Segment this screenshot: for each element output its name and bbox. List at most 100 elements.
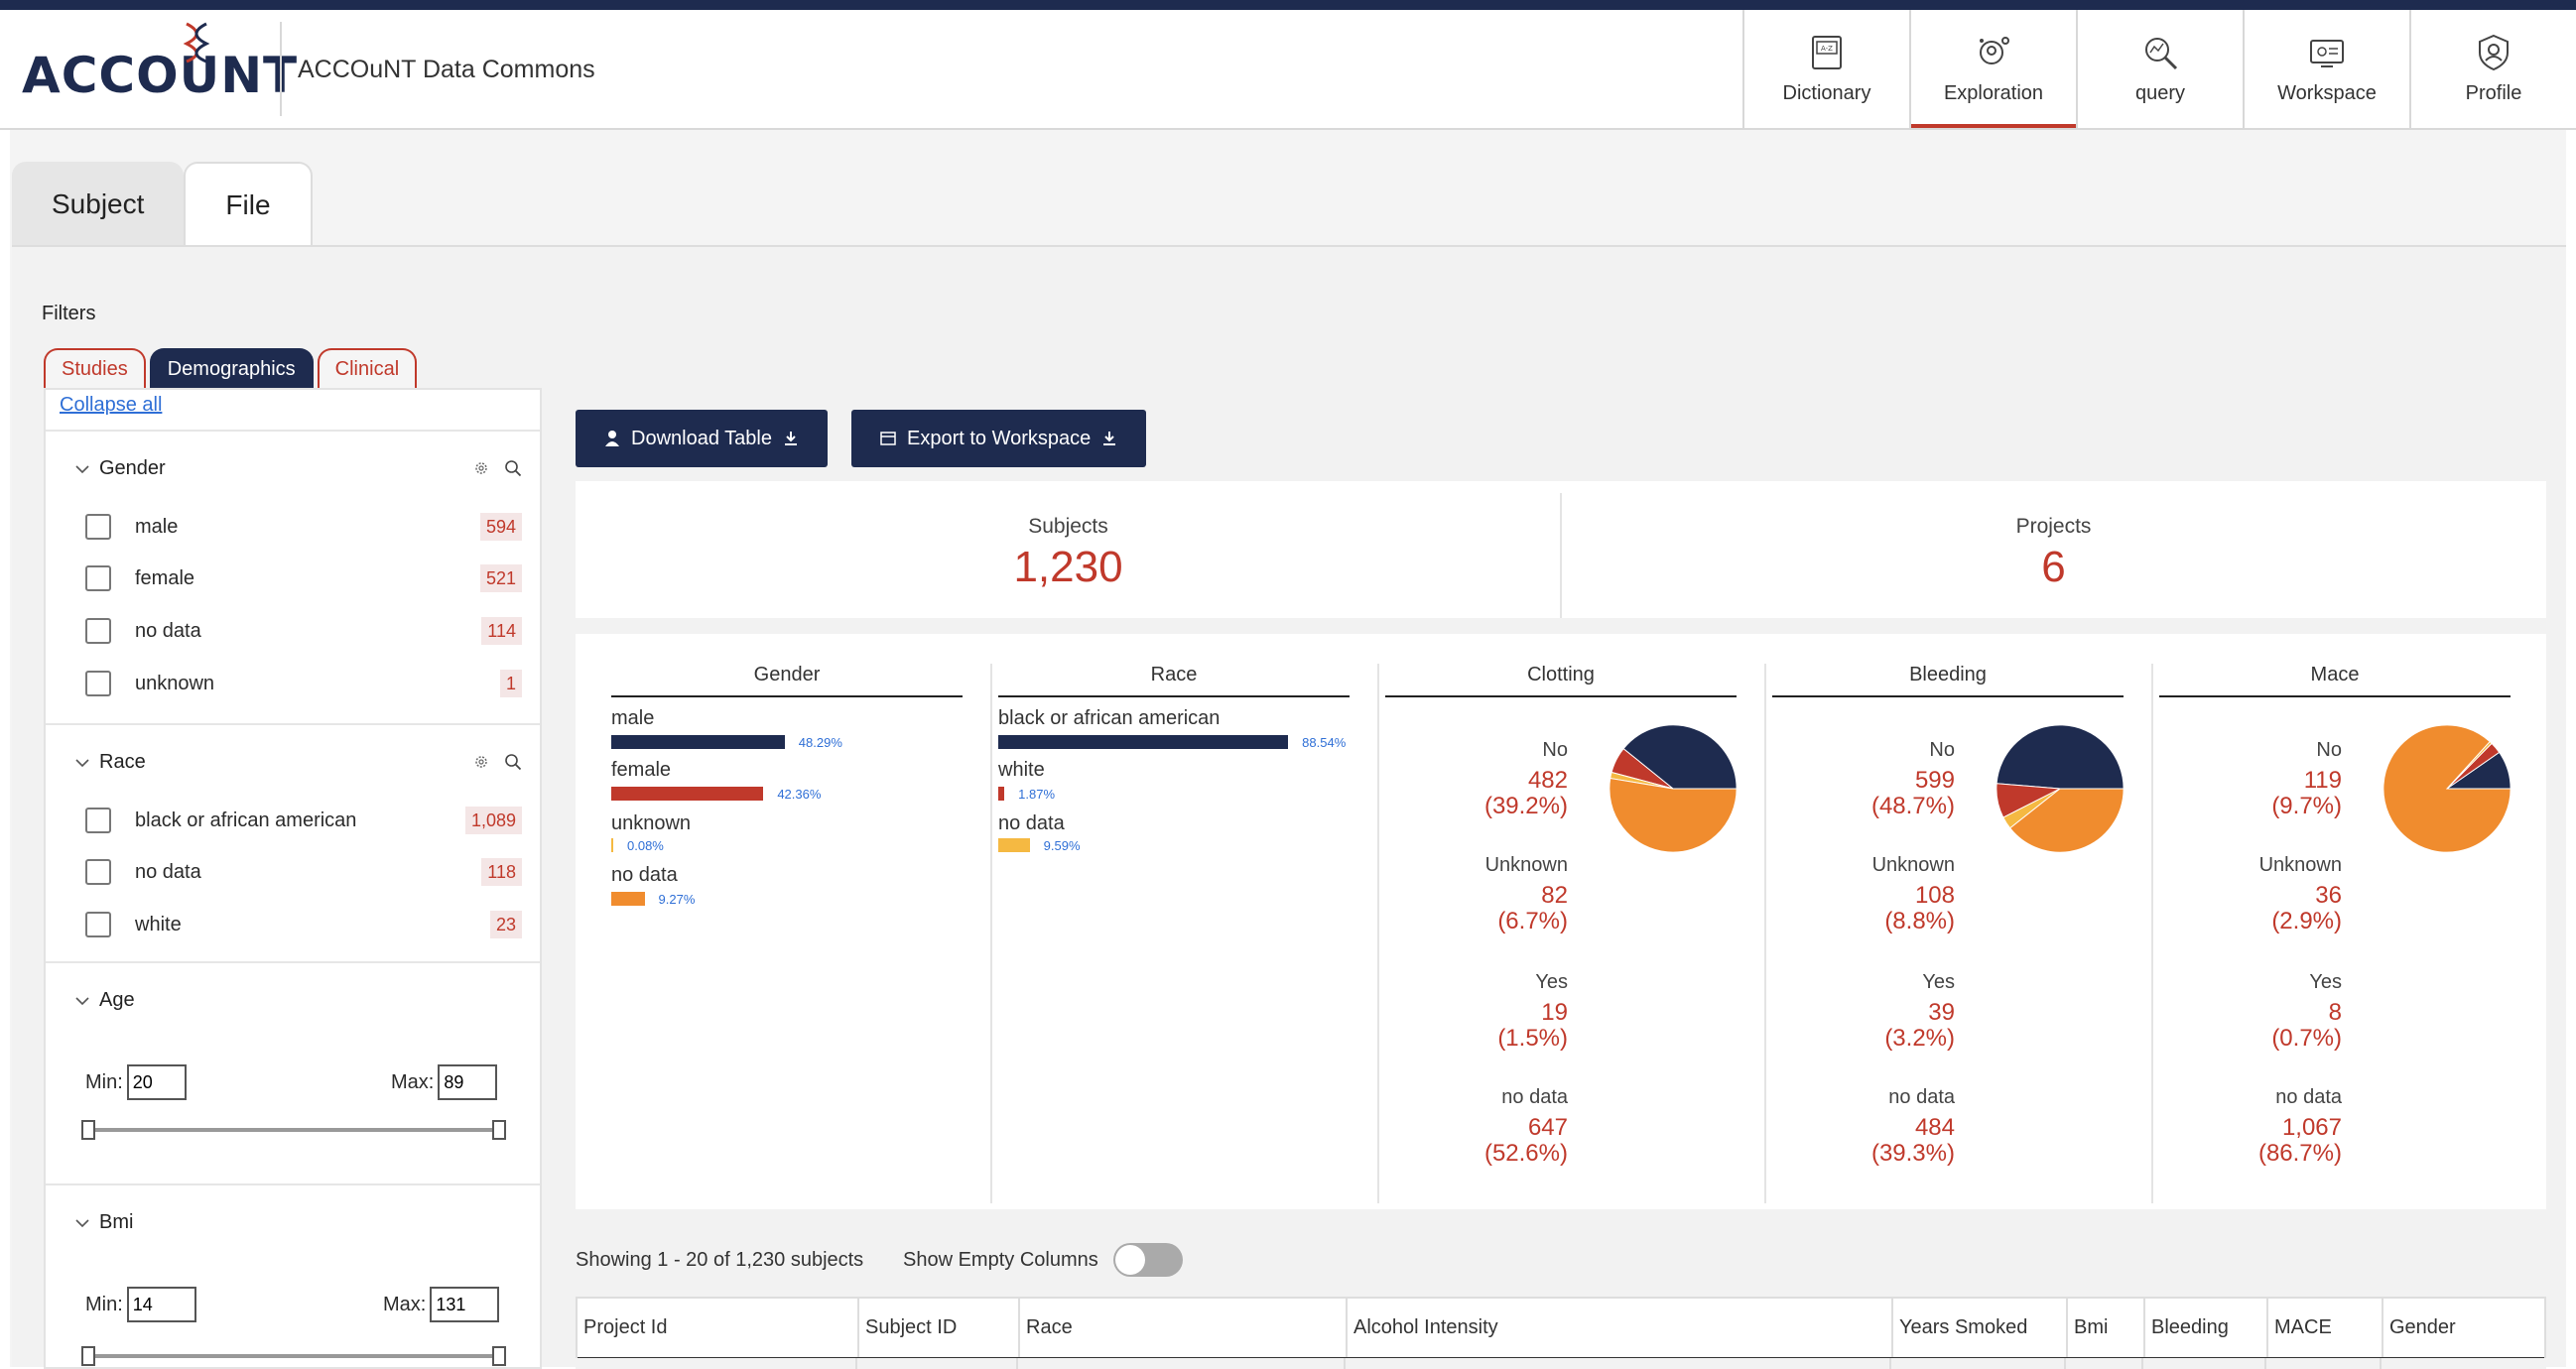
- export-to-workspace-button[interactable]: Export to Workspace: [851, 410, 1147, 467]
- logo-text: ACCOUNT: [22, 47, 299, 104]
- bar: [998, 838, 1030, 852]
- pie-value: 119: [2303, 767, 2342, 794]
- pie-category: No: [1929, 739, 1955, 761]
- chevron-down-icon: [75, 464, 89, 473]
- bar: [611, 838, 613, 852]
- pie-percent: (1.5%): [1497, 1025, 1568, 1052]
- filter-option[interactable]: no data 118: [85, 858, 522, 886]
- slider-handle-min[interactable]: [81, 1120, 95, 1140]
- nav-exploration[interactable]: Exploration: [1909, 10, 2076, 128]
- checkbox[interactable]: [85, 912, 111, 937]
- view-tabs: Subject File: [12, 162, 313, 247]
- option-count: 521: [479, 564, 522, 592]
- table-row[interactable]: discovery-clopidogrel PA166167537 black …: [576, 1358, 2546, 1369]
- pie-percent: (39.2%): [1483, 793, 1568, 819]
- pie-legend-item: Yes 39 (3.2%): [1884, 971, 1955, 1052]
- column-header[interactable]: Subject ID: [859, 1299, 1020, 1357]
- pie-legend-item: No 482 (39.2%): [1484, 739, 1568, 819]
- nav-exploration-label: Exploration: [1943, 82, 2044, 104]
- tab-file[interactable]: File: [184, 162, 313, 247]
- checkbox[interactable]: [85, 859, 111, 885]
- nav-profile[interactable]: Profile: [2409, 10, 2576, 128]
- filter-tab-studies[interactable]: Studies: [44, 348, 146, 388]
- pie-value: 39: [1928, 999, 1955, 1026]
- nav-dictionary[interactable]: A-Z Dictionary: [1742, 10, 1909, 128]
- download-table-button[interactable]: Download Table: [576, 410, 828, 467]
- filter-tab-demographics[interactable]: Demographics: [149, 348, 314, 388]
- slider-handle-min[interactable]: [81, 1346, 95, 1366]
- exploration-icon: [1980, 37, 2009, 64]
- summary-charts: Gender male 48.29% female 42.36% unknown…: [576, 634, 2546, 1209]
- pie-value: 8: [2328, 999, 2342, 1026]
- pie-percent: (48.7%): [1870, 793, 1955, 819]
- search-icon[interactable]: [504, 459, 522, 477]
- bar-value-label: 88.54%: [1302, 735, 1347, 750]
- checkbox[interactable]: [85, 565, 111, 591]
- table-cell: 33.9: [2066, 1358, 2143, 1369]
- top-stripe: [0, 0, 2576, 10]
- bmi-range-slider[interactable]: [81, 1346, 506, 1366]
- checkbox[interactable]: [85, 514, 111, 540]
- column-header[interactable]: Bmi: [2068, 1299, 2145, 1357]
- column-header[interactable]: Gender: [2389, 1316, 2456, 1338]
- chart-title: Mace: [2159, 664, 2511, 697]
- bar-label: no data: [998, 812, 1065, 834]
- chart-divider: [1764, 664, 1766, 1203]
- pie-category: Yes: [1535, 971, 1568, 993]
- slider-handle-max[interactable]: [492, 1120, 506, 1140]
- chart-title: Gender: [611, 664, 963, 697]
- bar-label: white: [998, 759, 1045, 781]
- bar-value-label: 48.29%: [798, 735, 842, 750]
- nav-workspace[interactable]: Workspace: [2243, 10, 2409, 128]
- table-cell: No: [2266, 1358, 2382, 1369]
- slider-handle-max[interactable]: [492, 1346, 506, 1366]
- age-range-slider[interactable]: [81, 1120, 506, 1140]
- bmi-section-header[interactable]: Bmi: [75, 1211, 133, 1234]
- pie-value: 599: [1914, 767, 1955, 794]
- collapse-all-link[interactable]: Collapse all: [60, 394, 163, 416]
- column-header[interactable]: Years Smoked: [1893, 1299, 2068, 1357]
- gear-icon[interactable]: [472, 459, 490, 477]
- gear-icon[interactable]: [472, 753, 490, 771]
- pie-slice-no: [1996, 724, 2125, 790]
- pie-percent: (86.7%): [2257, 1140, 2342, 1167]
- show-empty-columns-toggle[interactable]: [1113, 1243, 1183, 1277]
- filter-option[interactable]: male 594: [85, 513, 522, 541]
- column-header[interactable]: Alcohol Intensity: [1348, 1299, 1893, 1357]
- clotting-pie: [1609, 724, 1738, 853]
- filter-tabs: Studies Demographics Clinical: [44, 348, 418, 388]
- race-section-header[interactable]: Race: [75, 751, 146, 774]
- filter-option[interactable]: female 521: [85, 564, 522, 592]
- filter-tab-clinical[interactable]: Clinical: [317, 348, 418, 388]
- column-header[interactable]: Race: [1020, 1299, 1348, 1357]
- mace-pie: [2383, 724, 2512, 853]
- search-icon[interactable]: [504, 753, 522, 771]
- column-header[interactable]: Bleeding: [2145, 1299, 2268, 1357]
- table-cell: PA166167537: [857, 1358, 1018, 1369]
- checkbox[interactable]: [85, 671, 111, 696]
- age-min-input[interactable]: [126, 1064, 187, 1100]
- subjects-value: 1,230: [1013, 543, 1123, 591]
- column-header[interactable]: Project Id: [578, 1299, 859, 1357]
- account-logo[interactable]: ACCOUNT: [22, 22, 299, 115]
- gender-section-header[interactable]: Gender: [75, 457, 166, 480]
- svg-text:A-Z: A-Z: [1821, 45, 1833, 53]
- filter-option[interactable]: no data 114: [85, 617, 522, 645]
- age-section-header[interactable]: Age: [75, 989, 135, 1012]
- filter-option[interactable]: white 23: [85, 911, 522, 938]
- pie-category: Yes: [1922, 971, 1955, 993]
- column-header[interactable]: MACE: [2268, 1299, 2383, 1357]
- pie-value: 1,067: [2281, 1114, 2342, 1141]
- nav-query[interactable]: query: [2076, 10, 2243, 128]
- checkbox[interactable]: [85, 808, 111, 833]
- age-max-input[interactable]: [438, 1064, 498, 1100]
- filter-option[interactable]: unknown 1: [85, 670, 522, 697]
- bmi-min-input[interactable]: [126, 1287, 196, 1322]
- tab-subject[interactable]: Subject: [12, 162, 185, 247]
- chart-divider: [990, 664, 992, 1203]
- pie-slice-no-data: [1609, 778, 1738, 853]
- summary-stats: Subjects 1,230 Projects 6: [576, 481, 2546, 618]
- checkbox[interactable]: [85, 618, 111, 644]
- bmi-max-input[interactable]: [430, 1287, 500, 1322]
- filter-option[interactable]: black or african american 1,089: [85, 807, 522, 834]
